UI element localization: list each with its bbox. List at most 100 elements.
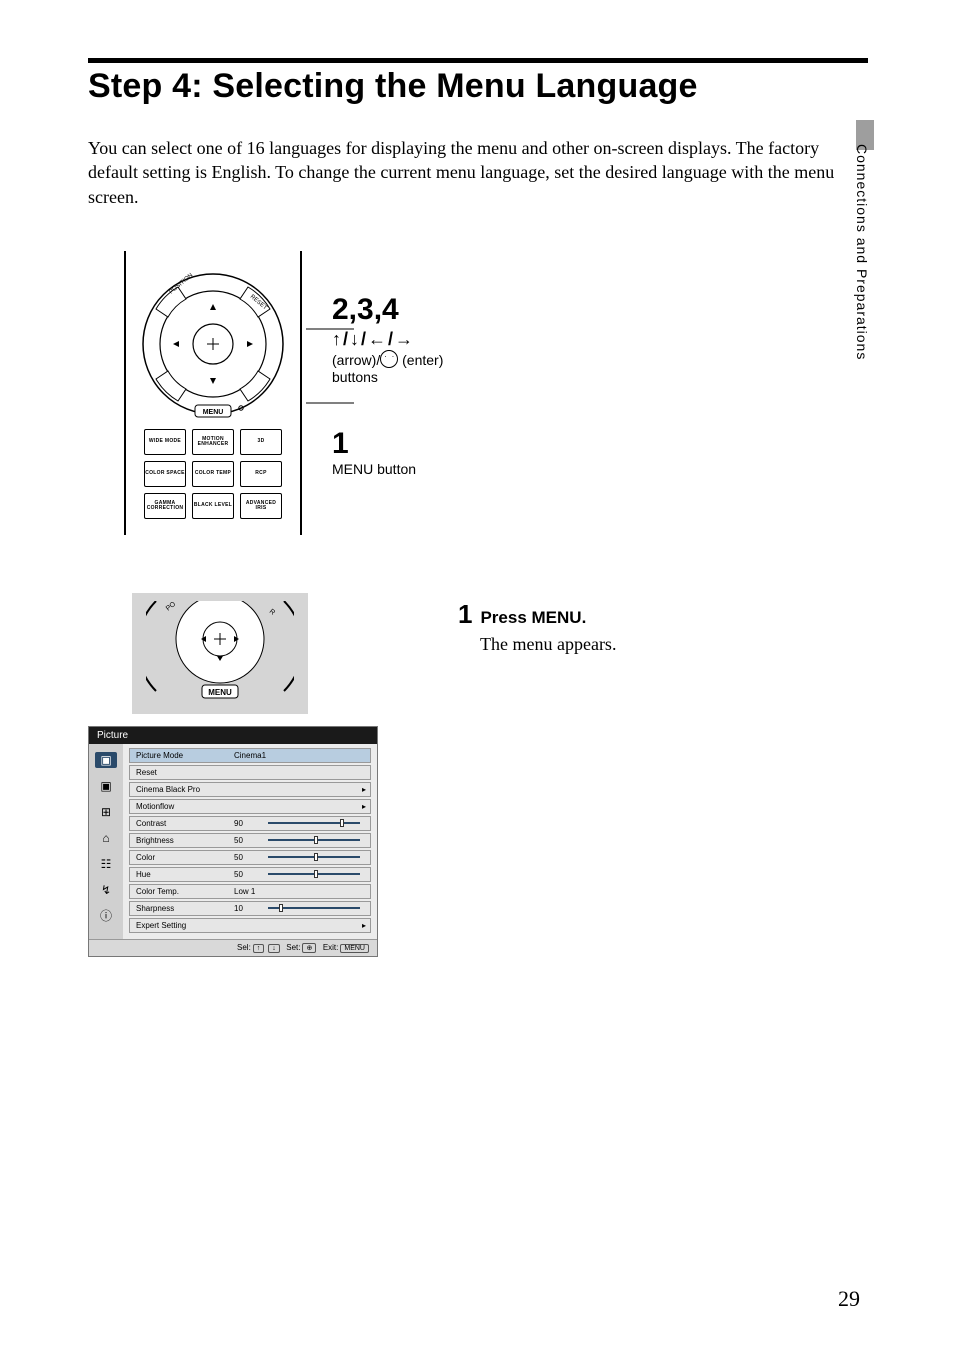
slider-knob-icon: [314, 853, 318, 861]
menu-row-label: Sharpness: [136, 904, 234, 913]
step-1-body: The menu appears.: [480, 634, 616, 655]
small-wheel-box: PO R MENU: [132, 593, 308, 714]
menu-row-value: Cinema1: [234, 751, 364, 760]
menu-body: ▣ ▣ ⊞ ⌂ ☷ ↯ ⓘ Picture Mode Cinema1: [89, 744, 377, 939]
callout-234-arrows: ↑/↓/←/→: [332, 329, 443, 350]
slider-knob-icon: [314, 836, 318, 844]
menu-row-label: Color Temp.: [136, 887, 234, 896]
small-wheel-menu-label: MENU: [208, 688, 232, 697]
key-icon: ↑: [253, 944, 265, 953]
menu-tab-icon-6: ⓘ: [95, 908, 117, 924]
submenu-arrow-icon: ▸: [362, 802, 366, 811]
remote-btn-rcp: RCP: [240, 461, 282, 487]
mid-block: PO R MENU Picture ▣ ▣ ⊞ ⌂ ☷ ↯: [88, 593, 874, 957]
key-icon: ↓: [268, 944, 280, 953]
submenu-arrow-icon: ▸: [362, 785, 366, 794]
callout-234-num: 2,3,4: [332, 293, 443, 327]
page-title: Step 4: Selecting the Menu Language: [88, 67, 874, 106]
menu-row-label: Reset: [136, 768, 234, 777]
menu-row-value: Low 1: [234, 887, 364, 896]
menu-tab-icon-2: ⊞: [95, 804, 117, 820]
footer-set-label: Set:: [286, 943, 300, 952]
small-direction-wheel: PO R MENU: [146, 601, 294, 701]
step-1-head: 1 Press MENU.: [458, 599, 616, 630]
menu-row-label: Motionflow: [136, 802, 364, 811]
menu-row-contrast: Contrast 90: [129, 816, 371, 831]
wheel-menu-label: MENU: [203, 409, 224, 416]
callout-234-line2: (arrow)/ (enter): [332, 350, 443, 370]
callout-1-line: MENU button: [332, 461, 443, 479]
menu-row-label: Expert Setting: [136, 921, 364, 930]
menu-row-color-temp: Color Temp. Low 1: [129, 884, 371, 899]
menu-row-reset: Reset: [129, 765, 371, 780]
slider-track: [268, 873, 360, 875]
footer-sel-label: Sel:: [237, 943, 251, 952]
page: Step 4: Selecting the Menu Language You …: [0, 0, 954, 1352]
menu-icon-column: ▣ ▣ ⊞ ⌂ ☷ ↯ ⓘ: [89, 744, 123, 939]
menu-row-label: Contrast: [136, 819, 234, 828]
slider-track: [268, 856, 360, 858]
callout-1-num: 1: [332, 427, 443, 461]
menu-row-label: Brightness: [136, 836, 234, 845]
menu-row-value: 50: [234, 870, 264, 879]
menu-row-label: Color: [136, 853, 234, 862]
menu-tab-icon-4: ☷: [95, 856, 117, 872]
slider-track: [268, 822, 360, 824]
callout-234-prefix: (arrow)/: [332, 352, 380, 368]
menu-tab-icon-5: ↯: [95, 882, 117, 898]
menu-row-value: 90: [234, 819, 264, 828]
mid-left: PO R MENU Picture ▣ ▣ ⊞ ⌂ ☷ ↯: [88, 593, 378, 957]
heading-separator: [88, 58, 868, 63]
menu-list: Picture Mode Cinema1 Reset Cinema Black …: [123, 744, 377, 939]
remote-btn-motion-enhancer: MOTION ENHANCER: [192, 429, 234, 455]
menu-row-label: Picture Mode: [136, 751, 234, 760]
menu-row-picture-mode: Picture Mode Cinema1: [129, 748, 371, 763]
svg-text:PO: PO: [165, 601, 178, 613]
menu-row-value: 10: [234, 904, 264, 913]
remote-diagram: POSITION RESET MENU WIDE MODE MOTION ENH…: [124, 251, 874, 535]
callout-234-suffix: (enter): [398, 352, 443, 368]
menu-row-color: Color 50: [129, 850, 371, 865]
callout-234: 2,3,4 ↑/↓/←/→ (arrow)/ (enter) buttons: [332, 293, 443, 387]
menu-panel: Picture ▣ ▣ ⊞ ⌂ ☷ ↯ ⓘ Picture Mode: [88, 726, 378, 957]
key-icon: ⊕: [302, 943, 316, 953]
step-1-number: 1: [458, 599, 472, 630]
remote-btn-wide-mode: WIDE MODE: [144, 429, 186, 455]
intro-text: You can select one of 16 languages for d…: [88, 136, 858, 209]
slider-knob-icon: [340, 819, 344, 827]
remote-button-grid: WIDE MODE MOTION ENHANCER 3D COLOR SPACE…: [136, 429, 290, 519]
enter-icon: [380, 350, 398, 368]
menu-row-expert: Expert Setting ▸: [129, 918, 371, 933]
remote-btn-adv-iris: ADVANCED IRIS: [240, 493, 282, 519]
callouts: 2,3,4 ↑/↓/←/→ (arrow)/ (enter) buttons 1…: [332, 251, 443, 535]
svg-text:R: R: [268, 608, 276, 617]
remote-btn-3d: 3D: [240, 429, 282, 455]
slider-track: [268, 839, 360, 841]
menu-row-hue: Hue 50: [129, 867, 371, 882]
page-number: 29: [838, 1286, 860, 1312]
remote-btn-gamma: GAMMA CORRECTION: [144, 493, 186, 519]
remote-btn-color-temp: COLOR TEMP: [192, 461, 234, 487]
step-1-title: Press MENU.: [480, 608, 586, 628]
remote-btn-color-space: COLOR SPACE: [144, 461, 186, 487]
step-1: 1 Press MENU. The menu appears.: [458, 593, 616, 957]
menu-row-motionflow: Motionflow ▸: [129, 799, 371, 814]
menu-row-sharpness: Sharpness 10: [129, 901, 371, 916]
menu-row-value: 50: [234, 836, 264, 845]
slider-track: [268, 907, 360, 909]
menu-row-label: Hue: [136, 870, 234, 879]
slider-knob-icon: [279, 904, 283, 912]
remote-box: POSITION RESET MENU WIDE MODE MOTION ENH…: [124, 251, 302, 535]
menu-row-value: 50: [234, 853, 264, 862]
menu-footer: Sel:↑↓ Set:⊕ Exit:MENU: [89, 939, 377, 956]
menu-row-cinema-black: Cinema Black Pro ▸: [129, 782, 371, 797]
remote-btn-black-level: BLACK LEVEL: [192, 493, 234, 519]
callout-1: 1 MENU button: [332, 427, 443, 479]
menu-tab-icon-3: ⌂: [95, 830, 117, 846]
footer-exit-label: Exit:: [323, 943, 339, 952]
menu-row-brightness: Brightness 50: [129, 833, 371, 848]
submenu-arrow-icon: ▸: [362, 921, 366, 930]
callout-234-line3: buttons: [332, 369, 443, 387]
menu-row-label: Cinema Black Pro: [136, 785, 364, 794]
menu-header: Picture: [89, 727, 377, 744]
